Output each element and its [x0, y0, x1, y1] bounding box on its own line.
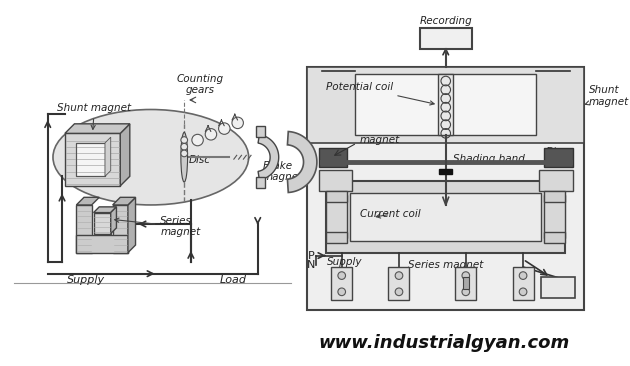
Circle shape	[519, 288, 527, 296]
Circle shape	[219, 123, 230, 134]
Text: Brake
magnet: Brake magnet	[360, 123, 400, 145]
Circle shape	[519, 272, 527, 279]
Ellipse shape	[53, 109, 249, 205]
Text: Load: Load	[219, 275, 246, 285]
Polygon shape	[439, 169, 452, 175]
Text: www.industrialgyan.com: www.industrialgyan.com	[318, 335, 570, 352]
Polygon shape	[463, 277, 469, 289]
Polygon shape	[113, 197, 135, 205]
Polygon shape	[105, 137, 111, 176]
Text: Load: Load	[545, 283, 570, 293]
Polygon shape	[544, 191, 565, 202]
Polygon shape	[256, 177, 265, 188]
Polygon shape	[544, 195, 565, 238]
Circle shape	[192, 134, 203, 146]
Text: Shading band: Shading band	[454, 154, 525, 164]
Polygon shape	[319, 148, 347, 167]
Circle shape	[205, 128, 217, 140]
Text: Counting
gears: Counting gears	[177, 74, 224, 95]
Polygon shape	[319, 169, 352, 191]
Polygon shape	[513, 267, 534, 300]
Polygon shape	[326, 181, 565, 253]
Circle shape	[181, 150, 188, 157]
Polygon shape	[93, 213, 111, 234]
Ellipse shape	[181, 132, 188, 182]
Circle shape	[232, 117, 243, 128]
Polygon shape	[326, 195, 347, 238]
Text: Recording: Recording	[420, 16, 472, 26]
Text: Series magnet: Series magnet	[408, 260, 483, 270]
Polygon shape	[350, 193, 541, 241]
Polygon shape	[111, 207, 117, 234]
Text: Gears: Gears	[430, 34, 461, 44]
Polygon shape	[541, 277, 575, 299]
Polygon shape	[455, 267, 476, 300]
Polygon shape	[307, 67, 584, 143]
Polygon shape	[76, 205, 91, 253]
Text: Shunt
magnet: Shunt magnet	[585, 85, 629, 107]
Polygon shape	[258, 135, 278, 180]
Polygon shape	[326, 191, 347, 202]
Circle shape	[181, 137, 188, 143]
Circle shape	[338, 288, 345, 296]
Polygon shape	[256, 126, 265, 138]
Circle shape	[395, 288, 403, 296]
Polygon shape	[438, 74, 454, 135]
Text: Current coil: Current coil	[360, 209, 420, 219]
Polygon shape	[76, 197, 100, 205]
Text: N: N	[307, 260, 315, 270]
Polygon shape	[544, 148, 573, 167]
Polygon shape	[65, 133, 120, 186]
Polygon shape	[93, 207, 117, 213]
Polygon shape	[76, 143, 105, 176]
Polygon shape	[128, 197, 135, 253]
Circle shape	[395, 272, 403, 279]
Polygon shape	[326, 232, 347, 243]
Text: P: P	[308, 251, 315, 261]
Text: Brake
magnet: Brake magnet	[263, 161, 303, 182]
Polygon shape	[113, 205, 128, 253]
Circle shape	[462, 288, 469, 296]
Text: Disc: Disc	[546, 147, 568, 157]
Polygon shape	[76, 235, 128, 253]
Circle shape	[462, 272, 469, 279]
Text: Supply: Supply	[67, 275, 105, 285]
Polygon shape	[539, 169, 573, 191]
Polygon shape	[544, 232, 565, 243]
Circle shape	[338, 272, 345, 279]
Polygon shape	[120, 124, 130, 186]
Text: Supply: Supply	[326, 257, 362, 267]
Polygon shape	[65, 124, 130, 133]
Text: Potential coil: Potential coil	[326, 82, 434, 105]
Text: Disc: Disc	[189, 155, 211, 165]
Polygon shape	[389, 267, 410, 300]
Polygon shape	[331, 267, 352, 300]
Polygon shape	[307, 67, 584, 310]
Polygon shape	[355, 74, 536, 135]
Polygon shape	[420, 29, 472, 49]
Circle shape	[181, 143, 188, 150]
Text: Shunt magnet: Shunt magnet	[57, 104, 132, 129]
Polygon shape	[287, 131, 317, 193]
Text: Series
magnet: Series magnet	[115, 216, 200, 238]
